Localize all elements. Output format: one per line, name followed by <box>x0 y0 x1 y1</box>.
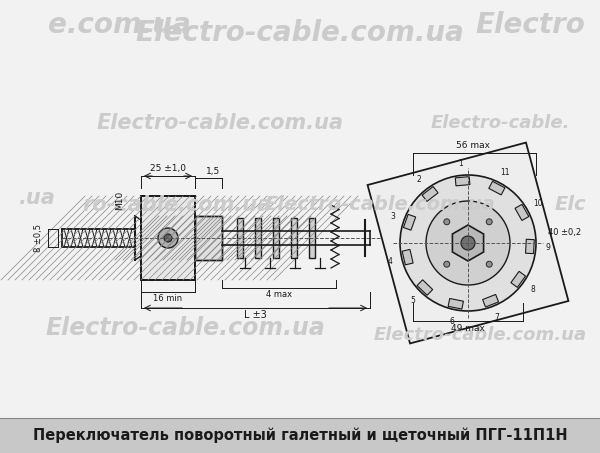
Bar <box>0 418 600 453</box>
Bar <box>402 250 413 265</box>
Text: 11: 11 <box>500 168 510 177</box>
Text: 16 min: 16 min <box>154 294 182 303</box>
Bar <box>273 218 279 258</box>
Bar <box>489 181 505 195</box>
Text: 40 ±0,2: 40 ±0,2 <box>548 228 581 237</box>
Text: M10: M10 <box>115 191 125 210</box>
Text: Electro-cable.com.ua: Electro-cable.com.ua <box>373 326 587 344</box>
Text: Переключатель поворотный галетный и щеточный ПГГ-11П1Н: Переключатель поворотный галетный и щето… <box>32 428 568 443</box>
Text: 8: 8 <box>530 285 535 294</box>
Text: 6: 6 <box>450 317 455 326</box>
Circle shape <box>444 219 450 225</box>
Bar <box>291 218 297 258</box>
Text: 5: 5 <box>410 296 415 305</box>
Text: ro-cable.com.ua: ro-cable.com.ua <box>82 195 271 215</box>
Text: Elc: Elc <box>555 196 587 215</box>
Bar <box>515 204 529 221</box>
Bar <box>195 216 222 260</box>
Text: 1: 1 <box>458 159 463 168</box>
Circle shape <box>486 261 492 267</box>
Bar <box>255 218 261 258</box>
Text: 10: 10 <box>533 199 542 208</box>
Bar <box>417 280 433 295</box>
Text: 7: 7 <box>495 313 500 322</box>
Text: 4 max: 4 max <box>266 290 292 299</box>
Text: .ua: .ua <box>18 188 55 208</box>
Text: Electro-cable.com.ua: Electro-cable.com.ua <box>265 196 496 215</box>
Text: Electro: Electro <box>475 11 585 39</box>
Text: Electro-cable.: Electro-cable. <box>430 114 570 132</box>
Bar <box>526 239 534 254</box>
Bar <box>141 196 195 280</box>
Circle shape <box>486 219 492 225</box>
Bar <box>309 218 315 258</box>
Text: 25 ±1,0: 25 ±1,0 <box>150 164 186 173</box>
Circle shape <box>426 201 510 285</box>
Text: 2: 2 <box>416 175 421 184</box>
Text: 56 max: 56 max <box>456 141 490 150</box>
Bar <box>422 187 438 202</box>
Text: Electro-cable.com.ua: Electro-cable.com.ua <box>97 113 344 133</box>
Text: 8 ±0,5: 8 ±0,5 <box>34 224 43 252</box>
Bar <box>455 177 470 186</box>
Circle shape <box>164 234 172 242</box>
Bar <box>195 216 222 260</box>
Text: 9: 9 <box>545 243 550 252</box>
Bar <box>403 214 416 230</box>
Text: 4: 4 <box>388 257 392 266</box>
Text: Electro-cable.com.ua: Electro-cable.com.ua <box>45 316 325 340</box>
Text: L ±3: L ±3 <box>244 310 266 320</box>
Text: e.com.ua: e.com.ua <box>48 11 191 39</box>
Circle shape <box>444 261 450 267</box>
Polygon shape <box>368 143 568 343</box>
Bar <box>237 218 243 258</box>
Text: 49 max: 49 max <box>451 324 485 333</box>
Bar <box>448 299 463 309</box>
Circle shape <box>461 236 475 250</box>
Text: 1,5: 1,5 <box>206 167 220 176</box>
Text: 3: 3 <box>390 212 395 221</box>
Circle shape <box>400 175 536 311</box>
Polygon shape <box>452 225 484 261</box>
Bar <box>482 294 499 307</box>
Bar <box>511 271 526 287</box>
Circle shape <box>158 228 178 248</box>
Text: Electro-cable.com.ua: Electro-cable.com.ua <box>136 19 464 47</box>
Bar <box>141 196 195 280</box>
